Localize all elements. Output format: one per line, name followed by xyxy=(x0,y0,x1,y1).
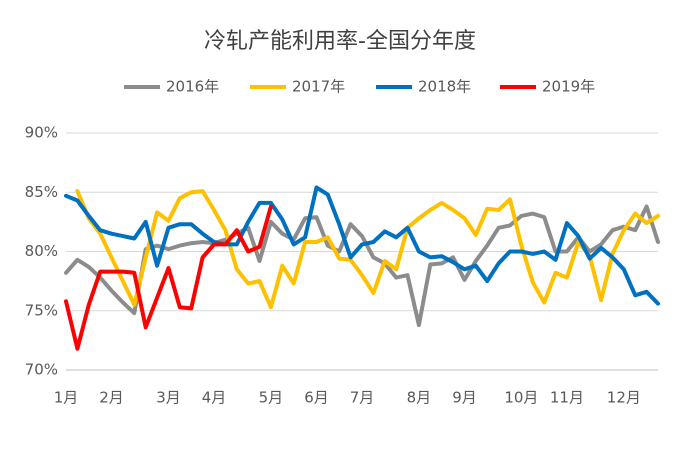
legend-label: 2017年 xyxy=(292,78,345,96)
x-tick-label: 4月 xyxy=(202,389,227,407)
series-line xyxy=(75,189,660,310)
y-tick-label: 80% xyxy=(25,242,58,260)
legend-label: 2018年 xyxy=(418,78,471,96)
x-tick-label: 2月 xyxy=(99,389,124,407)
series-line xyxy=(64,204,273,351)
y-tick-label: 75% xyxy=(25,301,58,319)
legend-label: 2019年 xyxy=(542,78,595,96)
x-tick-label: 7月 xyxy=(350,389,375,407)
x-tick-label: 12月 xyxy=(607,389,641,407)
legend-label: 2016年 xyxy=(166,78,219,96)
x-tick-label: 11月 xyxy=(550,389,584,407)
y-tick-label: 70% xyxy=(25,361,58,379)
chart-title: 冷轧产能利用率-全国分年度 xyxy=(204,29,476,54)
x-tick-label: 10月 xyxy=(504,389,538,407)
series-line xyxy=(64,185,660,306)
x-tick-label: 6月 xyxy=(304,389,329,407)
x-tick-label: 1月 xyxy=(54,389,79,407)
x-tick-label: 5月 xyxy=(259,389,284,407)
x-tick-label: 8月 xyxy=(407,389,432,407)
x-tick-label: 9月 xyxy=(452,389,477,407)
y-tick-label: 90% xyxy=(25,124,58,142)
y-tick-label: 85% xyxy=(25,183,58,201)
x-tick-label: 3月 xyxy=(156,389,181,407)
